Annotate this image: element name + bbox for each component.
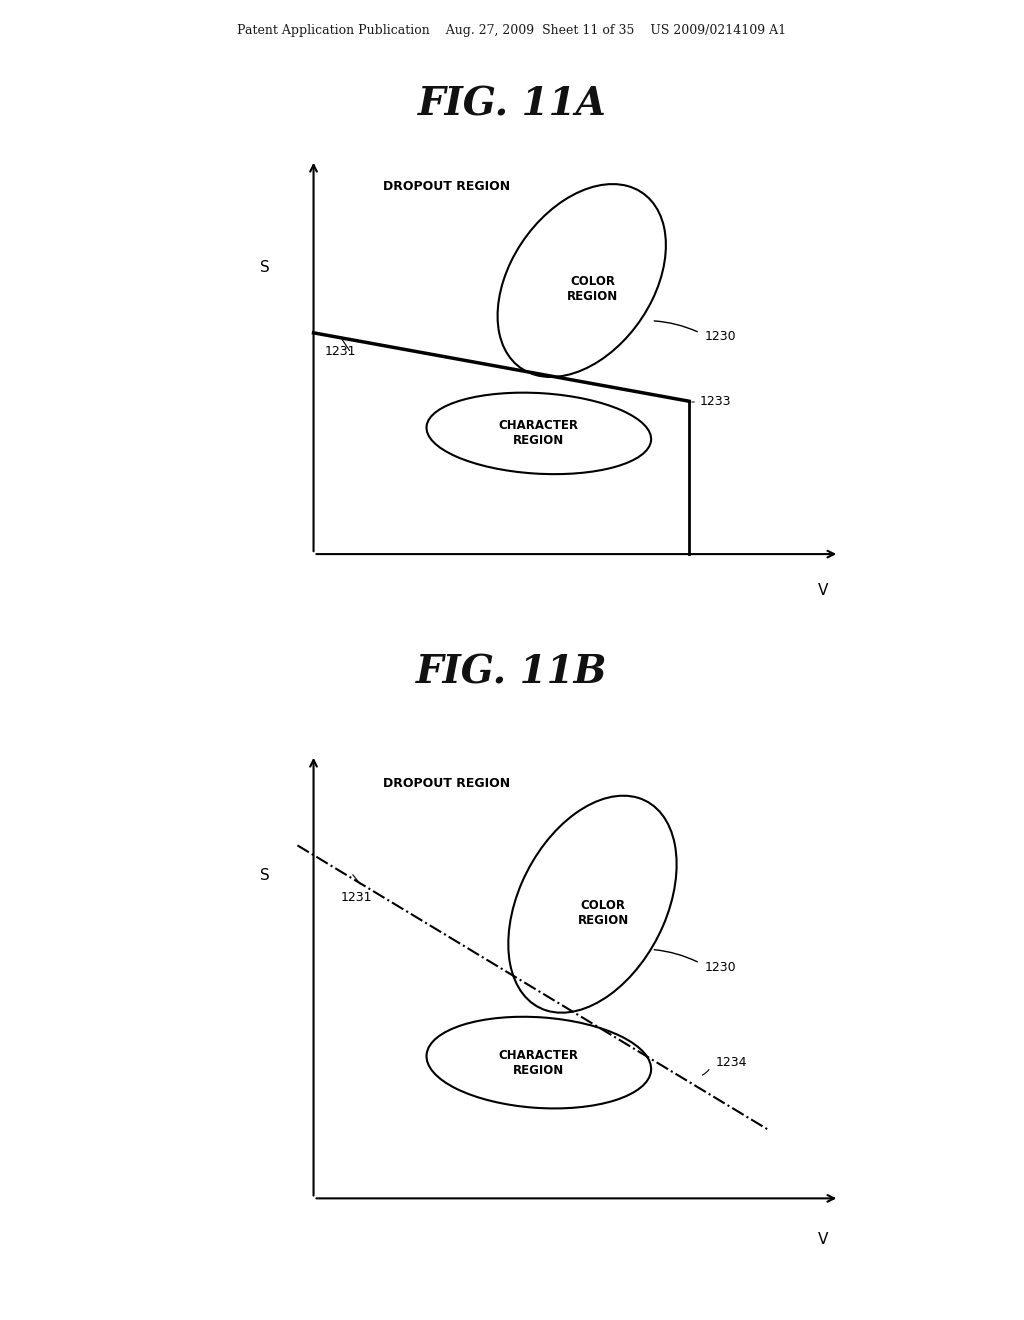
Text: S: S	[260, 260, 270, 276]
Text: S: S	[260, 869, 270, 883]
Text: CHARACTER
REGION: CHARACTER REGION	[499, 1048, 579, 1077]
Text: DROPOUT REGION: DROPOUT REGION	[383, 777, 510, 791]
Text: 1233: 1233	[699, 395, 731, 408]
Text: COLOR
REGION: COLOR REGION	[578, 899, 629, 927]
Text: DROPOUT REGION: DROPOUT REGION	[383, 180, 510, 193]
Text: FIG. 11A: FIG. 11A	[418, 86, 606, 124]
Text: 1230: 1230	[706, 330, 736, 343]
Text: 1230: 1230	[706, 961, 736, 974]
Text: 1234: 1234	[716, 1056, 748, 1069]
Text: V: V	[818, 1232, 828, 1246]
Text: 1231: 1231	[325, 345, 355, 358]
Text: CHARACTER
REGION: CHARACTER REGION	[499, 420, 579, 447]
Text: 1231: 1231	[340, 891, 372, 904]
Text: COLOR
REGION: COLOR REGION	[567, 275, 618, 302]
Text: FIG. 11B: FIG. 11B	[416, 653, 608, 692]
Text: Patent Application Publication    Aug. 27, 2009  Sheet 11 of 35    US 2009/02141: Patent Application Publication Aug. 27, …	[238, 24, 786, 37]
Text: V: V	[818, 583, 828, 598]
